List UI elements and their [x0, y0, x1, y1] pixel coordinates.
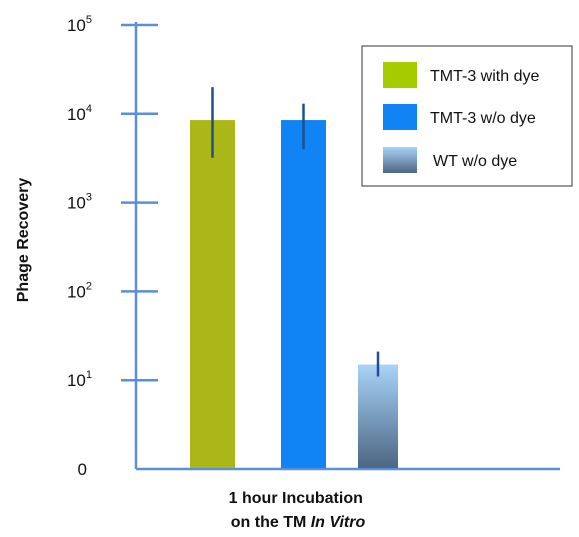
y-tick-label-exponent: 3: [86, 192, 92, 204]
y-tick-label-base: 10: [67, 194, 86, 213]
bar-tmt-3-with-dye: [190, 120, 235, 468]
x-axis-label-line2-prefix: on the TM: [231, 514, 311, 531]
x-axis-label-line1: 1 hour Incubation: [229, 490, 363, 507]
bars: [190, 87, 398, 468]
y-tick-label-exponent: 5: [86, 14, 92, 26]
y-tick-label-base: 10: [67, 371, 86, 390]
y-axis-label: Phage Recovery: [15, 178, 32, 303]
bar-tmt-3-w-o-dye: [281, 120, 326, 468]
y-tick-label-exponent: 1: [86, 369, 92, 381]
y-tick-label: 102: [67, 280, 92, 301]
legend-label: TMT-3 w/o dye: [430, 110, 536, 127]
legend-label: WT w/o dye: [433, 153, 517, 170]
bar-wt-w-o-dye: [358, 364, 398, 468]
y-tick-label: 104: [67, 103, 92, 124]
y-tick-label-base: 0: [78, 460, 87, 479]
x-axis-label: 1 hour Incubation on the TM In Vitro: [229, 490, 368, 531]
y-tick-label: 101: [67, 369, 92, 390]
y-tick-label: 0: [78, 460, 87, 479]
y-tick-label-base: 10: [67, 282, 86, 301]
y-tick-label-exponent: 4: [86, 103, 92, 115]
legend-swatch: [383, 62, 417, 88]
legend-swatch: [383, 104, 417, 130]
y-tick-label-exponent: 2: [86, 280, 92, 292]
y-tick-label: 103: [67, 192, 92, 213]
x-axis-label-line2: on the TM In Vitro: [231, 514, 366, 531]
x-axis-label-line2-italic: In Vitro: [311, 514, 366, 531]
legend-swatch: [383, 147, 417, 173]
y-tick-label-base: 10: [67, 16, 86, 35]
y-tick-label: 105: [67, 14, 92, 35]
y-tick-label-base: 10: [67, 105, 86, 124]
legend-label: TMT-3 with dye: [430, 68, 539, 85]
legend: TMT-3 with dye TMT-3 w/o dye WT w/o dye: [361, 45, 573, 187]
